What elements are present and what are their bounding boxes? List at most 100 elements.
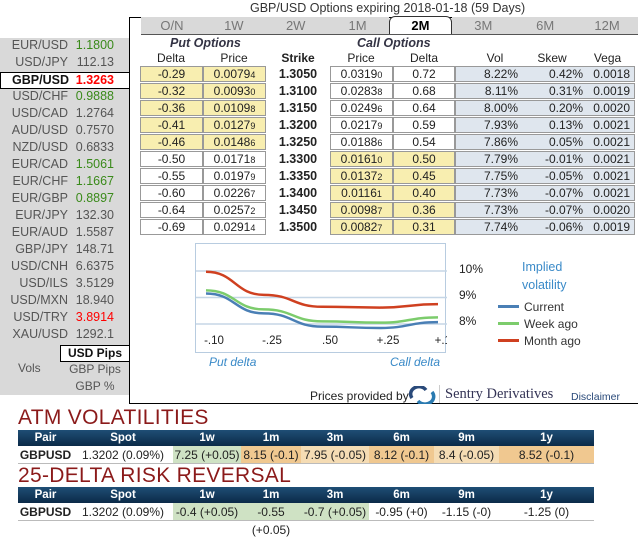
chart-legend-title: Implied volatility bbox=[522, 260, 567, 292]
pair-name: EUR/CAD bbox=[11, 157, 68, 171]
call-delta-cell: 0.45 bbox=[393, 168, 455, 184]
pair-row[interactable]: USD/CAD 1.2764 bbox=[0, 106, 129, 123]
put-price-cell: 0.01979 bbox=[203, 168, 266, 184]
legend-item: Week ago bbox=[498, 315, 581, 332]
put-options-heading: Put Options bbox=[170, 36, 241, 50]
pair-row[interactable]: EUR/GBP 0.8897 bbox=[0, 191, 129, 208]
tab-2w[interactable]: 2W bbox=[264, 17, 327, 34]
price-main: 0.0116 bbox=[341, 186, 377, 200]
call-delta-header: Delta bbox=[409, 51, 438, 65]
vol-value: 8.00% bbox=[483, 101, 518, 115]
pair-row[interactable]: USD/CNH 6.6375 bbox=[0, 259, 129, 276]
table-cell: GBPUSD bbox=[19, 505, 72, 519]
vol-row: 7.79% -0.01% 0.0021 bbox=[455, 151, 635, 167]
put-price-cell: 0.00930 bbox=[203, 83, 266, 99]
price-main: 0.0197 bbox=[213, 169, 251, 183]
table-cell: 8.4 (-0.05) bbox=[434, 446, 499, 463]
table-header-cell: 6m bbox=[393, 489, 410, 501]
skew-header: Skew bbox=[537, 51, 567, 65]
units-option[interactable]: USD Pips bbox=[60, 345, 130, 362]
table-header-cell: Spot bbox=[110, 489, 136, 501]
put-delta-cell: -0.55 bbox=[140, 168, 203, 184]
vol-row: 7.93% 0.13% 0.0021 bbox=[455, 117, 635, 133]
series-line-month-ago bbox=[205, 270, 439, 309]
price-main: 0.0093 bbox=[213, 84, 251, 98]
price-main: 0.0283 bbox=[340, 84, 378, 98]
disclaimer-link[interactable]: Disclaimer bbox=[571, 391, 621, 403]
put-delta-cell: -0.64 bbox=[140, 202, 203, 218]
strike-header: Strike bbox=[281, 51, 315, 65]
table-cell: 8.52 (-0.1) bbox=[499, 446, 594, 463]
x-tick-label: +.10 bbox=[435, 335, 447, 347]
vega-value: 0.0020 bbox=[593, 101, 630, 115]
strike-value: 1.3500 bbox=[278, 220, 318, 234]
price-last-digit: 6 bbox=[250, 138, 256, 148]
vol-row: 8.22% 0.42% 0.0018 bbox=[455, 66, 635, 82]
skew-value: -0.06% bbox=[544, 220, 583, 234]
tab-6m[interactable]: 6M bbox=[514, 17, 577, 34]
pair-row[interactable]: USD/ILS 3.5129 bbox=[0, 276, 129, 293]
pair-row[interactable]: NZD/USD 0.6833 bbox=[0, 140, 129, 157]
price-last-digit: 9 bbox=[377, 121, 383, 131]
skew-value: 0.31% bbox=[548, 84, 583, 98]
pair-row[interactable]: USD/TRY 3.8914 bbox=[0, 310, 129, 327]
pair-name: GBP/JPY bbox=[15, 242, 68, 256]
vol-row: 7.86% 0.05% 0.0021 bbox=[455, 134, 635, 150]
table-cell: -0.7 (+0.05) bbox=[301, 503, 369, 520]
pair-row[interactable]: EUR/JPY 132.30 bbox=[0, 208, 129, 225]
page-title: GBP/USD Options expiring 2018-01-18 (59 … bbox=[250, 1, 526, 15]
pair-rate: 1.3263 bbox=[75, 73, 114, 87]
call-price-cell: 0.00987 bbox=[330, 202, 393, 218]
pair-row[interactable]: EUR/CAD 1.5061 bbox=[0, 157, 129, 174]
pair-rate: 0.6833 bbox=[75, 140, 114, 154]
legend-label: Month ago bbox=[524, 333, 581, 348]
pair-row[interactable]: GBP/JPY 148.71 bbox=[0, 242, 129, 259]
call-delta-cell: 0.64 bbox=[393, 100, 455, 116]
pair-row[interactable]: EUR/CHF 1.1667 bbox=[0, 174, 129, 191]
vol-value: 7.86% bbox=[483, 135, 518, 149]
put-price-cell: 0.02572 bbox=[203, 202, 266, 218]
tab-1w[interactable]: 1W bbox=[202, 17, 265, 34]
price-last-digit: 0 bbox=[250, 87, 256, 97]
table-header-cell: 1w bbox=[199, 432, 215, 444]
price-main: 0.0257 bbox=[213, 203, 251, 217]
price-last-digit: 4 bbox=[250, 70, 256, 80]
pair-name: USD/JPY bbox=[15, 55, 68, 69]
pair-row[interactable]: EUR/USD 1.1800 bbox=[0, 38, 129, 55]
strike-value: 1.3350 bbox=[278, 169, 318, 183]
tab-3m[interactable]: 3M bbox=[452, 17, 515, 34]
price-last-digit: 2 bbox=[377, 172, 383, 182]
tab-2m[interactable]: 2M bbox=[388, 16, 453, 34]
legend-swatch bbox=[498, 339, 519, 342]
tab-1m[interactable]: 1M bbox=[326, 17, 389, 34]
vol-value: 7.73% bbox=[483, 186, 518, 200]
price-last-digit: 6 bbox=[377, 138, 383, 148]
pair-row[interactable]: USD/CHF 0.9888 bbox=[0, 89, 129, 106]
vol-row: 7.75% -0.05% 0.0021 bbox=[455, 168, 635, 184]
units-option[interactable]: GBP Pips bbox=[69, 362, 121, 376]
table-header-cell: Spot bbox=[110, 432, 136, 444]
tab-on[interactable]: O/N bbox=[141, 17, 203, 34]
pair-row[interactable]: XAU/USD 1292.1 bbox=[0, 327, 129, 344]
price-last-digit: 0 bbox=[377, 70, 383, 80]
table-cell: 8.12 (-0.1) bbox=[369, 446, 434, 463]
price-last-digit: 1 bbox=[376, 189, 382, 199]
pair-row[interactable]: USD/JPY 112.13 bbox=[0, 55, 129, 72]
vol-value: 7.73% bbox=[483, 203, 518, 217]
pair-row[interactable]: AUD/USD 0.7570 bbox=[0, 123, 129, 140]
skew-value: -0.07% bbox=[544, 203, 583, 217]
tab-12m[interactable]: 12M bbox=[576, 17, 638, 34]
vega-value: 0.0018 bbox=[593, 67, 630, 81]
call-price-cell: 0.01886 bbox=[330, 134, 393, 150]
put-delta-cell: -0.50 bbox=[140, 151, 203, 167]
pair-row[interactable]: EUR/AUD 1.5587 bbox=[0, 225, 129, 242]
pair-rate: 1.1800 bbox=[75, 38, 114, 52]
pair-row[interactable]: USD/MXN 18.940 bbox=[0, 293, 129, 310]
provider-brand[interactable]: Sentry Derivatives bbox=[445, 386, 554, 402]
vol-value: 7.93% bbox=[483, 118, 518, 132]
price-main: 0.0109 bbox=[213, 101, 251, 115]
price-main: 0.0148 bbox=[213, 135, 251, 149]
pair-row[interactable]: GBP/USD 1.3263 bbox=[0, 72, 130, 89]
table-header-cell: Pair bbox=[34, 432, 57, 444]
units-option[interactable]: GBP % bbox=[75, 379, 115, 393]
